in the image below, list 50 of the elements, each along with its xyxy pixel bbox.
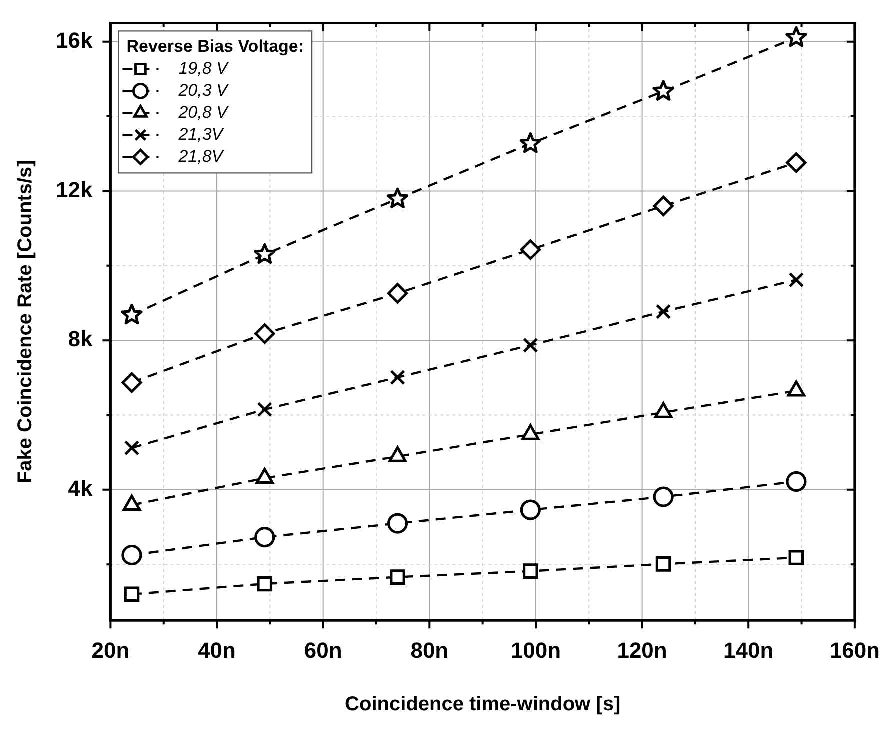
point <box>656 304 672 320</box>
point <box>122 544 142 566</box>
point <box>387 513 408 534</box>
point <box>520 500 541 520</box>
point <box>788 550 804 566</box>
x-tick-label: 40n <box>198 638 236 663</box>
legend-label: 20,3 V <box>178 80 230 100</box>
point <box>254 324 276 344</box>
y-tick-label: 12k <box>56 177 94 202</box>
x-tick-label: 80n <box>410 638 449 663</box>
legend-label: 20,8 V <box>178 102 230 122</box>
x-tick-label: 100n <box>510 638 562 663</box>
point <box>656 556 672 572</box>
legend-label: 21,8V <box>178 146 225 166</box>
point <box>786 26 808 48</box>
x-tick-label: 120n <box>617 638 668 663</box>
point <box>653 486 674 508</box>
point <box>124 440 140 456</box>
point <box>786 152 807 174</box>
point <box>786 471 807 492</box>
y-tick-label: 16k <box>56 28 94 53</box>
point <box>257 402 273 418</box>
point <box>254 243 276 264</box>
point <box>652 80 674 101</box>
point <box>653 196 674 216</box>
point <box>522 564 538 579</box>
point <box>520 240 541 260</box>
point <box>121 304 143 325</box>
point <box>387 283 408 304</box>
y-axis-title: Fake Coincidence Rate [Counts/s] <box>14 160 37 484</box>
x-tick-label: 140n <box>724 638 774 663</box>
point <box>124 586 140 602</box>
y-tick-label: 4k <box>68 476 94 501</box>
x-axis-title: Coincidence time-window [s] <box>345 694 621 716</box>
x-tick-label: 160n <box>830 638 880 663</box>
point <box>254 527 276 548</box>
point <box>520 132 542 154</box>
x-tick-label: 20n <box>92 638 130 663</box>
point <box>522 338 538 354</box>
point <box>788 272 804 288</box>
legend-title: Reverse Bias Voltage: <box>126 36 304 56</box>
y-tick-label: 8k <box>68 326 94 352</box>
point <box>390 370 406 386</box>
point <box>386 188 409 208</box>
point <box>122 372 142 394</box>
point <box>390 570 406 585</box>
point <box>257 576 273 592</box>
legend-label: 19,8 V <box>178 58 230 78</box>
x-tick-label: 60n <box>304 638 342 663</box>
legend-label: 21,3V <box>178 124 225 144</box>
